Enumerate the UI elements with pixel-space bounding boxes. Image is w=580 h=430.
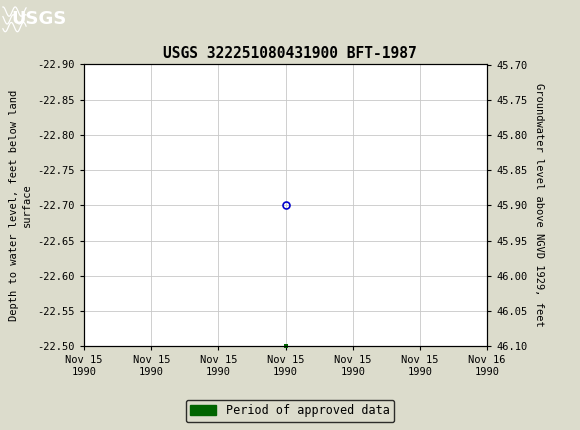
Text: USGS: USGS <box>12 10 67 28</box>
Legend: Period of approved data: Period of approved data <box>186 399 394 422</box>
Y-axis label: Groundwater level above NGVD 1929, feet: Groundwater level above NGVD 1929, feet <box>534 83 545 327</box>
Text: USGS 322251080431900 BFT-1987: USGS 322251080431900 BFT-1987 <box>163 46 417 61</box>
Y-axis label: Depth to water level, feet below land
surface: Depth to water level, feet below land su… <box>9 90 32 321</box>
